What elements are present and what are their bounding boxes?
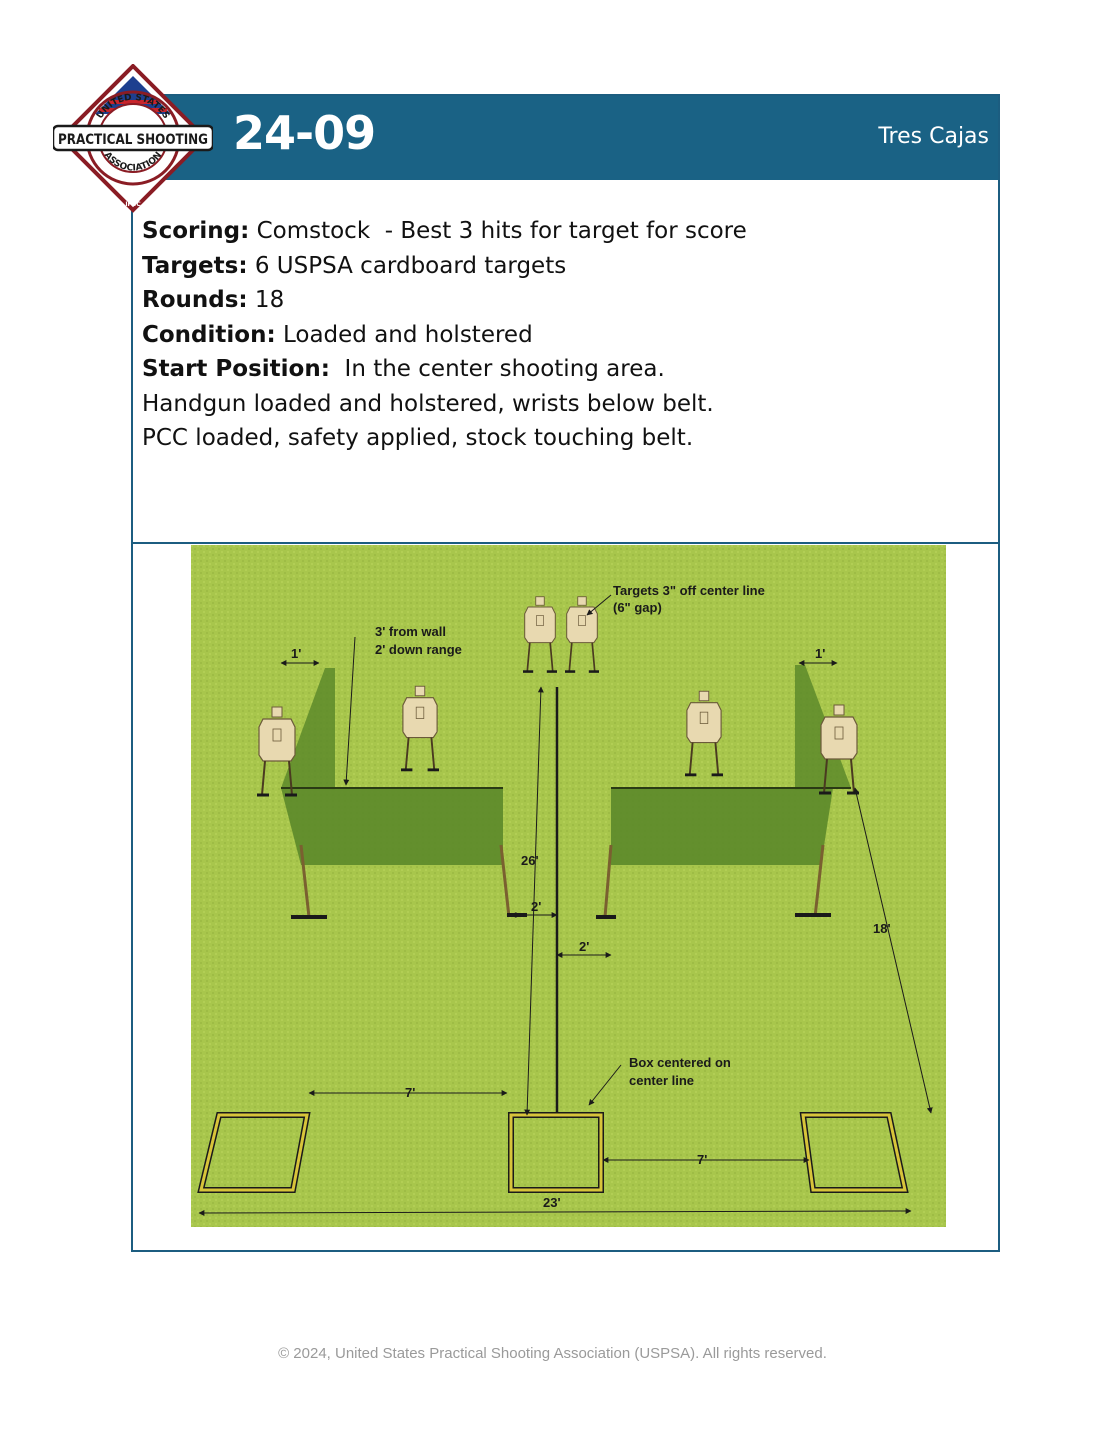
dim-right-1ft: 1' (815, 646, 825, 661)
svg-text:PRACTICAL SHOOTING: PRACTICAL SHOOTING (58, 132, 208, 148)
condition-line: Condition: Loaded and holstered (142, 321, 533, 348)
svg-text:IPSC: IPSC (125, 201, 141, 208)
stage-number: 24-09 (233, 106, 376, 160)
note-targets-gap: (6" gap) (613, 600, 662, 615)
note-targets-center: Targets 3" off center line (613, 583, 765, 598)
note-wall-2: 2' down range (375, 642, 462, 657)
stage-header: 24-09 Tres Cajas (133, 96, 998, 180)
scoring-line: Scoring: Comstock - Best 3 hits for targ… (142, 218, 747, 244)
start-position-line-3: PCC loaded, safety applied, stock touchi… (142, 425, 694, 451)
stage-name: Tres Cajas (878, 124, 989, 149)
section-divider (133, 542, 998, 544)
dim-7ft-a: 7' (405, 1085, 415, 1100)
copyright-footer: © 2024, United States Practical Shooting… (278, 1345, 827, 1362)
note-box-2: center line (629, 1073, 694, 1088)
dim-7ft-b: 7' (697, 1152, 707, 1167)
targets-line: Targets: 6 USPSA cardboard targets (142, 252, 567, 279)
note-box-1: Box centered on (629, 1055, 731, 1070)
stage-card: 24-09 Tres Cajas Scoring: Comstock - Bes… (131, 94, 1000, 1252)
dim-2ft-b: 2' (579, 939, 589, 954)
dim-18ft: 18' (873, 921, 891, 936)
start-position-line: Start Position: In the center shooting a… (142, 356, 665, 382)
dim-23ft: 23' (543, 1195, 561, 1210)
stage-info: Scoring: Comstock - Best 3 hits for targ… (142, 214, 747, 456)
rounds-line: Rounds: 18 (142, 287, 285, 313)
stage-diagram: 1' 1' 26' 2' 2' 18' 7' 7' 23' Targets 3"… (191, 545, 946, 1227)
note-wall-1: 3' from wall (375, 624, 446, 639)
dim-26ft: 26' (521, 853, 539, 868)
dim-left-1ft: 1' (291, 646, 301, 661)
start-position-line-2: Handgun loaded and holstered, wrists bel… (142, 390, 714, 417)
dim-2ft-a: 2' (531, 899, 541, 914)
uspsa-logo: UNITED STATES ASSOCIATION PRACTICAL SHOO… (53, 64, 213, 213)
